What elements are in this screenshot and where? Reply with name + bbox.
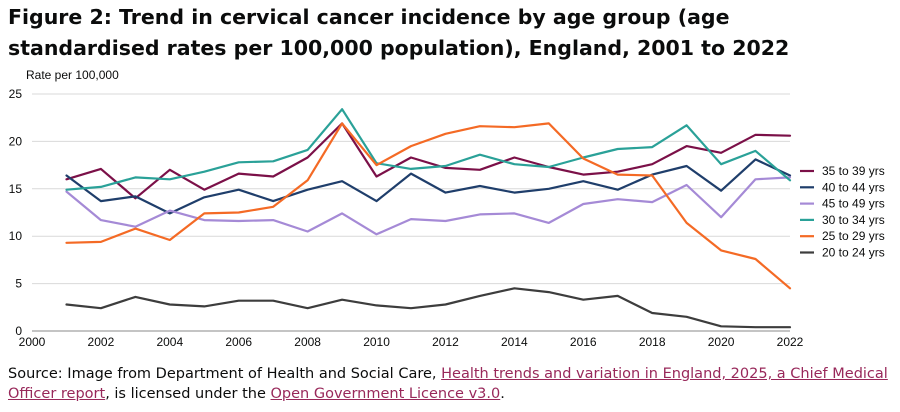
legend-label: 40 to 44 yrs xyxy=(822,180,885,194)
x-tick-label: 2020 xyxy=(708,335,735,349)
y-tick-label: 25 xyxy=(9,87,23,101)
y-tick-label: 0 xyxy=(15,324,22,338)
legend-label: 35 to 39 yrs xyxy=(822,164,885,178)
x-tick-label: 2006 xyxy=(225,335,252,349)
gridlines xyxy=(32,93,790,332)
legend-label: 45 to 49 yrs xyxy=(822,197,885,211)
x-tick-label: 2012 xyxy=(432,335,459,349)
y-tick-label: 15 xyxy=(9,182,23,196)
source-prefix: Source: Image from Department of Health … xyxy=(8,366,442,382)
legend: 35 to 39 yrs 40 to 44 yrs 45 to 49 yrs 30 t… xyxy=(800,164,885,260)
y-tick-label: 20 xyxy=(9,134,23,148)
series-line-35-to-39-yrs xyxy=(65,122,792,200)
x-tick-label: 2002 xyxy=(88,335,115,349)
y-axis: 0 5 10 15 20 25 xyxy=(9,87,23,338)
source-suffix: . xyxy=(500,386,505,402)
series-lines xyxy=(65,108,792,329)
x-tick-label: 2018 xyxy=(639,335,666,349)
legend-label: 30 to 34 yrs xyxy=(822,213,885,227)
x-tick-label: 2022 xyxy=(777,335,804,349)
series-line-45-to-49-yrs xyxy=(65,176,792,236)
y-tick-label: 5 xyxy=(15,277,22,291)
source-middle: , is licensed under the xyxy=(105,386,271,402)
source-note: Source: Image from Department of Health … xyxy=(8,364,898,404)
y-tick-label: 10 xyxy=(9,229,23,243)
series-line-30-to-34-yrs xyxy=(65,108,792,191)
legend-label: 20 to 24 yrs xyxy=(822,246,885,260)
line-chart: Rate per 100,000 2000 2002 2004 2006 2008 201… xyxy=(9,68,885,349)
x-tick-label: 2010 xyxy=(363,335,390,349)
chart-title: Figure 2: Trend in cervical cancer incid… xyxy=(8,5,790,60)
series-line-20-to-24-yrs xyxy=(65,287,792,329)
y-axis-label: Rate per 100,000 xyxy=(26,68,119,82)
x-tick-label: 2014 xyxy=(501,335,528,349)
x-tick-label: 2016 xyxy=(570,335,597,349)
source-report-link[interactable]: Health trends and variation in England, … xyxy=(8,366,888,402)
series-line-25-to-29-yrs xyxy=(65,122,792,290)
x-tick-label: 2000 xyxy=(19,335,46,349)
legend-label: 25 to 29 yrs xyxy=(822,229,885,243)
x-tick-label: 2004 xyxy=(156,335,183,349)
licence-link[interactable]: Open Government Licence v3.0 xyxy=(270,386,501,402)
x-tick-label: 2008 xyxy=(294,335,321,349)
series-line-40-to-44-yrs xyxy=(65,158,792,215)
x-axis: 2000 2002 2004 2006 2008 2010 2012 2014 2016 2018… xyxy=(19,335,804,349)
